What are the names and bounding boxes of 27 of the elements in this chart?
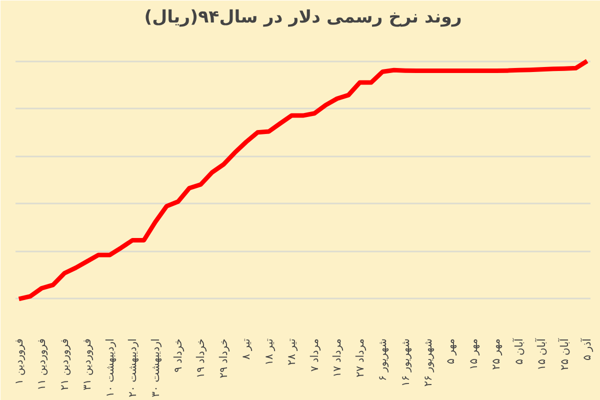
x-tick-label: ۲۱ فروردین: [58, 338, 71, 390]
x-tick-label: ۳۱ فروردین: [80, 338, 94, 390]
x-tick-label: ۲۵ آبان: [556, 337, 571, 370]
x-tick-label: ۱۱ فروردین: [35, 338, 48, 390]
x-tick-label: ۱۸ تیر: [262, 338, 276, 366]
x-tick-label: ۱ فروردین: [12, 338, 26, 385]
x-tick-label: ۱۷ مرداد: [330, 338, 344, 378]
x-tick-label: ۲۸ تیر: [285, 338, 298, 366]
x-tick-label: ۹ خرداد: [172, 338, 184, 373]
x-tick-label: ۵ مهر: [444, 338, 458, 364]
x-tick-label: ۳۰ اردیبهشت: [148, 338, 162, 398]
x-tick-label: ۲۹ خرداد: [216, 338, 230, 378]
x-tick-label: ۱۶ شهریور: [398, 338, 412, 387]
chart-title: روند نرخ رسمی دلار در سال۹۴(ریال): [144, 8, 462, 28]
x-tick-label: ۱۹ خرداد: [194, 338, 208, 378]
x-tick-label: ۵ آبان: [511, 337, 526, 365]
x-tick-label: ۱۵ مهر: [466, 338, 480, 370]
x-tick-label: ۲۷ مرداد: [353, 338, 366, 378]
x-tick-label: ۱۰ اردیبهشت: [103, 338, 116, 398]
x-tick-label: ۸ تیر: [240, 338, 253, 360]
x-tick-label: ۱۵ آبان: [534, 337, 548, 370]
x-tick-label: ۶ شهریور: [376, 338, 390, 381]
x-tick-label: ۷ مرداد: [308, 338, 321, 372]
x-tick-label: ۲۶ شهریور: [422, 338, 434, 387]
x-tick-label: ۲۰ اردیبهشت: [126, 338, 140, 398]
x-tick-label: ۲۵ مهر: [490, 338, 503, 370]
x-tick-label: ۵ آذر: [580, 337, 594, 360]
